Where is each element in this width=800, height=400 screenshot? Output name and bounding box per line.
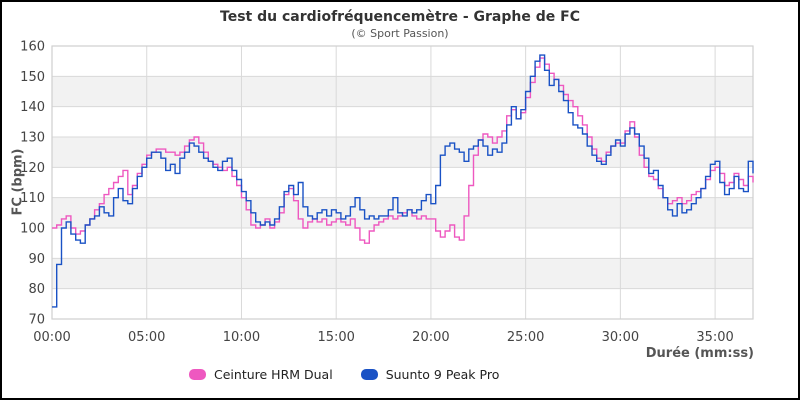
- x-tick-label: 00:00: [33, 330, 70, 345]
- x-tick-label: 20:00: [412, 330, 449, 345]
- y-axis-title: FC (bpm): [10, 148, 26, 216]
- y-tick-label: 160: [20, 40, 45, 55]
- suunto-swatch-icon: [360, 369, 378, 380]
- x-tick-label: 10:00: [223, 330, 260, 345]
- y-tick-label: 150: [20, 70, 45, 85]
- y-tick-label: 120: [20, 161, 45, 176]
- y-tick-label: 90: [28, 252, 45, 267]
- legend-label-suunto: Suunto 9 Peak Pro: [385, 367, 500, 382]
- x-tick-label: 05:00: [128, 330, 165, 345]
- y-tick-label: 110: [20, 191, 45, 206]
- x-axis-title: Durée (mm:ss): [645, 346, 754, 361]
- x-tick-label: 35:00: [696, 330, 733, 345]
- y-tick-label: 140: [20, 100, 45, 115]
- x-tick-label: 15:00: [317, 330, 354, 345]
- legend-label-hrm-dual: Ceinture HRM Dual: [214, 367, 333, 382]
- x-tick-label: 30:00: [602, 330, 639, 345]
- shaded-band: [52, 258, 753, 289]
- legend: Ceinture HRM Dual Suunto 9 Peak Pro: [189, 367, 499, 382]
- y-tick-label: 130: [20, 131, 45, 146]
- x-tick-label: 25:00: [507, 330, 544, 345]
- y-tick-label: 70: [28, 313, 45, 328]
- legend-item-hrm-dual: Ceinture HRM Dual: [189, 367, 333, 382]
- series-line-1: [52, 54, 754, 308]
- y-tick-label: 100: [20, 222, 45, 237]
- chart-subtitle: (© Sport Passion): [351, 27, 449, 40]
- chart-title: Test du cardiofréquencemètre - Graphe de…: [220, 9, 580, 25]
- legend-item-suunto: Suunto 9 Peak Pro: [360, 367, 500, 382]
- shaded-band: [52, 76, 753, 107]
- y-tick-label: 80: [28, 282, 45, 297]
- hrm-dual-swatch-icon: [189, 369, 206, 380]
